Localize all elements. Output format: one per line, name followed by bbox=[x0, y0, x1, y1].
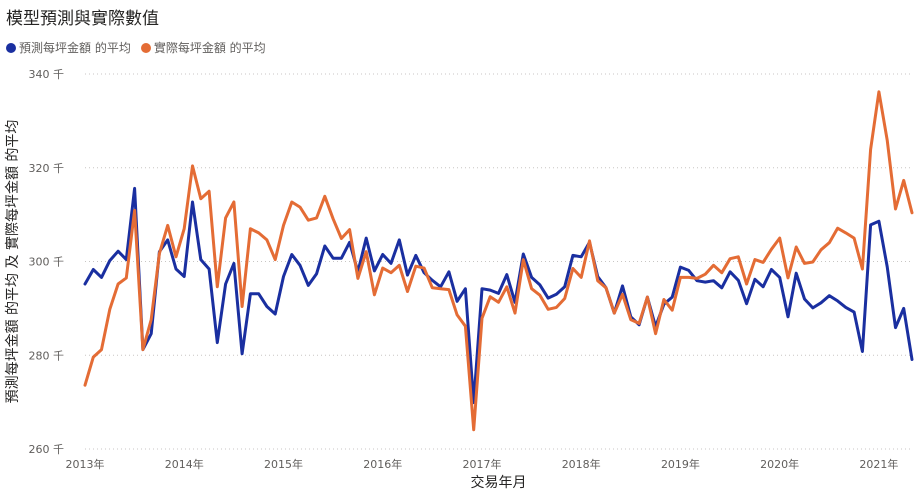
y-axis-ticks: 260 千 280 千 300 千 320 千 340 千 bbox=[29, 68, 65, 456]
x-tick-label: 2019年 bbox=[661, 457, 700, 471]
x-tick-label: 2021年 bbox=[859, 457, 898, 471]
y-tick-label: 300 千 bbox=[29, 256, 65, 269]
x-tick-label: 2015年 bbox=[264, 457, 303, 471]
legend-label-actual: 實際每坪金額 的平均 bbox=[153, 41, 266, 55]
legend-item-actual[interactable]: 實際每坪金額 的平均 bbox=[140, 39, 266, 56]
legend-label-predicted: 預測每坪金額 的平均 bbox=[19, 41, 131, 55]
y-tick-label: 280 千 bbox=[29, 349, 65, 362]
gridlines bbox=[85, 73, 912, 450]
y-tick-label: 260 千 bbox=[29, 443, 65, 456]
x-tick-label: 2020年 bbox=[760, 457, 799, 471]
x-tick-label: 2018年 bbox=[562, 457, 601, 471]
legend: 預測每坪金額 的平均 實際每坪金額 的平均 bbox=[6, 39, 274, 56]
x-tick-label: 2014年 bbox=[165, 457, 204, 471]
y-tick-label: 340 千 bbox=[29, 68, 65, 81]
series-line-predicted[interactable] bbox=[83, 186, 914, 405]
legend-item-predicted[interactable]: 預測每坪金額 的平均 bbox=[6, 39, 131, 56]
x-tick-label: 2017年 bbox=[462, 457, 501, 471]
x-tick-label: 2016年 bbox=[363, 457, 402, 471]
legend-dot-actual bbox=[140, 42, 151, 53]
y-tick-label: 320 千 bbox=[29, 162, 65, 175]
x-axis-ticks: 2013年 2014年 2015年 2016年 2017年 2018年 2019年 2020年… bbox=[66, 457, 899, 471]
x-axis-title: 交易年月 bbox=[471, 474, 527, 491]
series-line-actual[interactable] bbox=[83, 90, 914, 432]
legend-dot-predicted bbox=[6, 42, 16, 53]
chart-title: 模型預測與實際數值 bbox=[6, 9, 159, 29]
y-axis-title: 預測每坪金額 的平均 及 實際每坪金額 的平均 bbox=[4, 120, 21, 404]
series-lines bbox=[83, 90, 914, 432]
x-tick-label: 2013年 bbox=[66, 457, 105, 471]
